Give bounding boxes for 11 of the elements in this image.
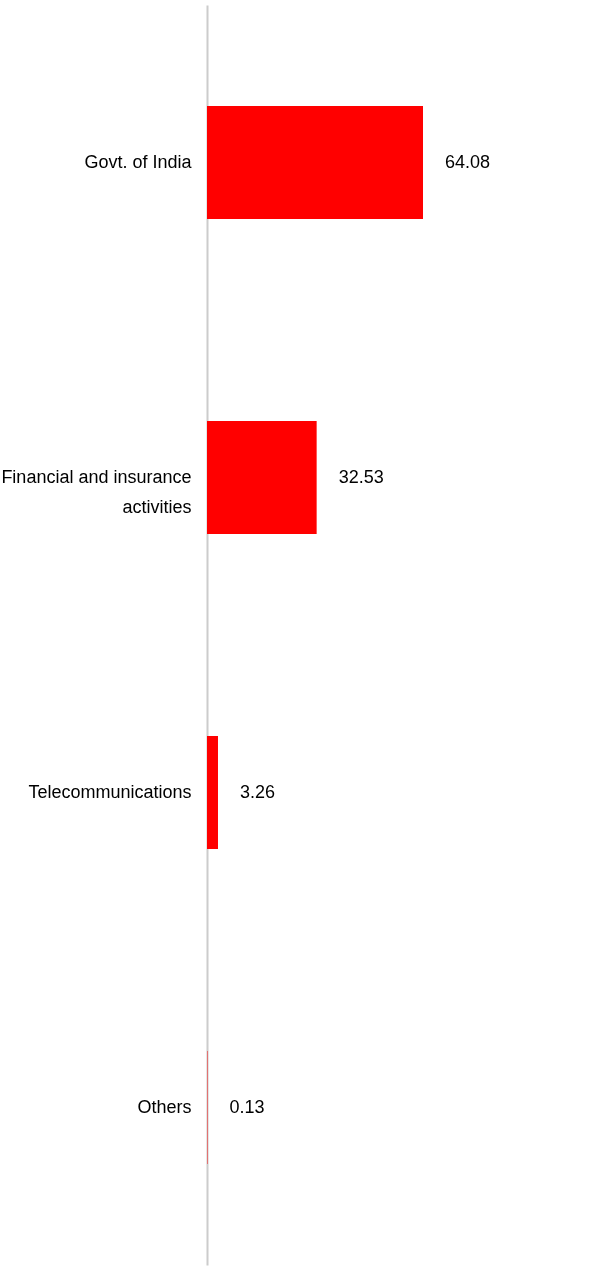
y-tick-label: Telecommunications	[28, 781, 192, 802]
data-label: 0.13	[229, 1096, 265, 1117]
bar	[207, 736, 218, 849]
data-label: 3.26	[239, 781, 276, 802]
data-label: 32.53	[338, 466, 384, 487]
y-tick-label: Financial and insurance activities	[1, 466, 192, 517]
y-tick-label: Govt. of India	[84, 151, 193, 172]
data-label: 64.08	[445, 151, 491, 172]
bar	[207, 106, 423, 219]
y-tick-label: Others	[137, 1096, 192, 1117]
bar	[207, 421, 317, 534]
